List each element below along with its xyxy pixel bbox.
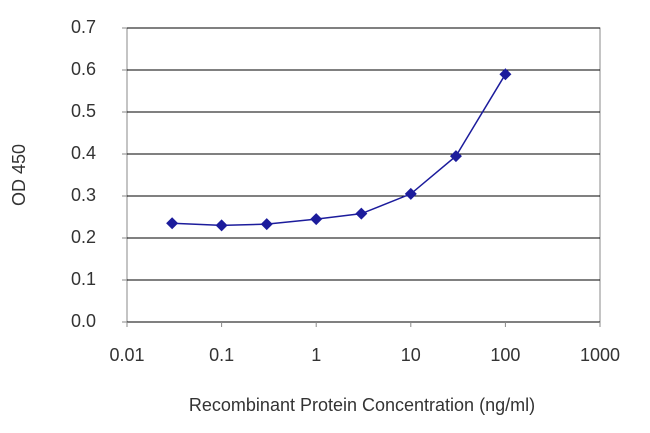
y-tick-label: 0.5	[71, 101, 96, 121]
y-axis-label: OD 450	[9, 144, 29, 206]
x-tick-label: 100	[490, 345, 520, 365]
y-tick-label: 0.1	[71, 269, 96, 289]
y-tick-label: 0.6	[71, 59, 96, 79]
data-point	[215, 219, 228, 232]
data-point	[499, 68, 512, 81]
y-tick-label: 0.3	[71, 185, 96, 205]
x-tick-label: 0.01	[109, 345, 144, 365]
y-tick-label: 0.2	[71, 227, 96, 247]
data-point	[404, 187, 417, 200]
data-point	[260, 218, 273, 231]
y-tick-label: 0.0	[71, 311, 96, 331]
x-tick-label: 1	[311, 345, 321, 365]
plot-area	[126, 27, 601, 323]
y-tick-label: 0.4	[71, 143, 96, 163]
data-point	[355, 207, 368, 220]
data-point	[449, 150, 462, 163]
x-axis-label: Recombinant Protein Concentration (ng/ml…	[189, 395, 535, 415]
data-point	[310, 213, 323, 226]
data-point	[166, 217, 179, 230]
x-tick-label: 1000	[580, 345, 620, 365]
x-tick-label: 10	[401, 345, 421, 365]
y-tick-label: 0.7	[71, 17, 96, 37]
x-tick-label: 0.1	[209, 345, 234, 365]
data-line	[172, 73, 507, 227]
